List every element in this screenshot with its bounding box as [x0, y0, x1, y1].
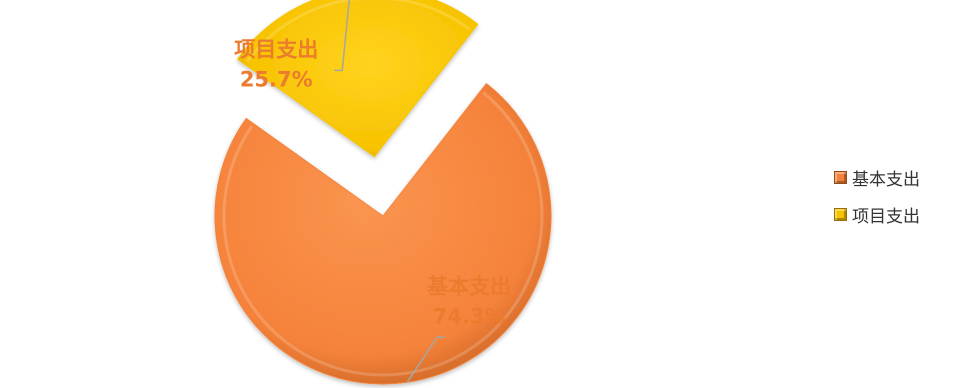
legend: 基本支出 项目支出	[834, 166, 952, 240]
slice-bevel	[222, 91, 544, 377]
data-label-value: 74.3%	[433, 304, 506, 328]
legend-label-basic: 基本支出	[852, 169, 920, 190]
data-label-value: 25.7%	[240, 67, 313, 91]
pie-slice-project[interactable]	[236, 0, 479, 158]
legend-swatch-project	[834, 207, 847, 221]
data-label-name: 基本支出	[427, 274, 511, 298]
legend-item[interactable]: 基本支出	[834, 166, 952, 190]
leader-line	[334, 0, 351, 72]
legend-item[interactable]: 项目支出	[834, 203, 952, 227]
data-label-name: 项目支出	[234, 37, 318, 61]
slice-bevel	[245, 0, 471, 63]
legend-swatch-basic	[834, 170, 847, 184]
legend-label-project: 项目支出	[852, 206, 920, 227]
leader-line	[406, 336, 446, 383]
